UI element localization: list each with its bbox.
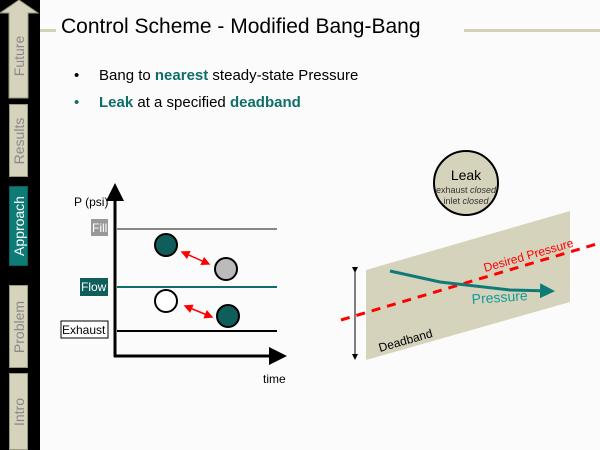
leak-line-2: inlet closed: [443, 196, 489, 206]
deadband-region: [366, 211, 570, 360]
slide-title: Control Scheme - Modified Bang-Bang: [61, 15, 421, 38]
state-circle-exhaust: [154, 289, 178, 313]
bullet-2: • Leak at a specified deadband: [74, 94, 301, 111]
deadband-label: Deadband: [377, 326, 434, 355]
nav-tab-future[interactable]: Future: [9, 14, 28, 98]
bullet-1: • Bang to nearest steady-state Pressure: [74, 67, 359, 84]
pressure-trend-arrow: [389, 269, 555, 299]
double-arrow-icon: [183, 304, 214, 319]
section-nav: Future Results Approach Problem Intro: [0, 0, 40, 450]
y-axis-label: P (psi): [74, 195, 108, 209]
fill-label-box: [91, 219, 108, 236]
nav-tab-label: Intro: [10, 397, 27, 426]
state-circle-flow-2: [216, 304, 240, 328]
nav-tab-intro[interactable]: Intro: [9, 373, 28, 450]
bullet-emphasis: nearest: [154, 67, 209, 84]
leak-state-circle: [433, 150, 499, 216]
bullet-text: at a specified: [133, 94, 230, 111]
bullet-text: Bang to: [99, 67, 155, 84]
nav-tab-results[interactable]: Results: [9, 104, 28, 177]
desired-pressure-line: [340, 241, 600, 322]
nav-tab-label: Problem: [10, 300, 27, 353]
bullet-text: steady-state Pressure: [208, 67, 359, 84]
nav-tab-label: Results: [10, 117, 27, 164]
nav-tab-label: Future: [10, 35, 27, 77]
pressure-label: Pressure: [471, 287, 528, 307]
fill-label: Fill: [92, 221, 107, 235]
exhaust-label: Exhaust: [62, 323, 106, 337]
double-arrow-icon: [180, 250, 211, 266]
nav-tab-problem[interactable]: Problem: [9, 285, 28, 368]
state-circle-fill: [214, 257, 238, 281]
leak-line-1: exhaust closed: [436, 185, 497, 195]
nav-tab-label: Approach: [10, 196, 27, 256]
arrow-up-icon: [0, 0, 40, 99]
flow-label: Flow: [81, 280, 107, 294]
nav-tab-approach[interactable]: Approach: [9, 186, 28, 266]
flow-label-box: [80, 278, 108, 296]
title-rule-left: [40, 29, 56, 32]
desired-pressure-label: Desired Pressure: [482, 236, 575, 275]
exhaust-label-box: [60, 320, 109, 339]
title-rule-right: [464, 29, 600, 32]
bullet-emphasis: Leak: [99, 94, 134, 111]
x-axis-label: time: [263, 372, 286, 386]
leak-title: Leak: [451, 167, 482, 183]
bullet-emphasis: deadband: [229, 94, 301, 111]
state-circle-flow: [154, 233, 178, 257]
